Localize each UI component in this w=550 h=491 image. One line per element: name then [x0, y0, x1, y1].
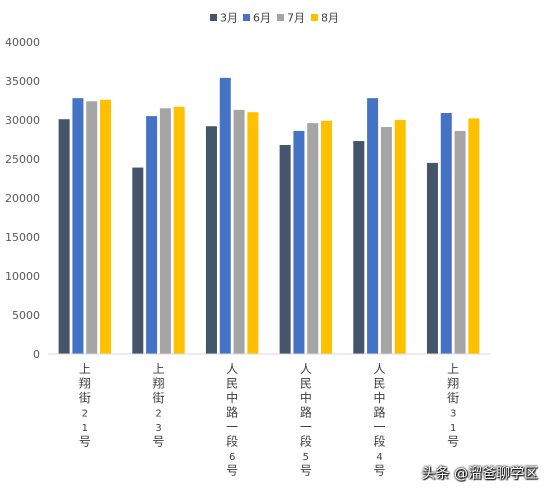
- y-tick-label: 10000: [5, 270, 40, 283]
- bar: [100, 99, 112, 354]
- y-tick-label: 15000: [5, 231, 40, 244]
- legend-label: 7月: [287, 12, 305, 25]
- bar: [426, 162, 438, 354]
- legend-label: 3月: [220, 12, 238, 25]
- bar: [173, 106, 185, 355]
- bar: [58, 119, 70, 354]
- bar: [205, 126, 217, 355]
- y-tick-label: 25000: [5, 153, 40, 166]
- bar: [353, 141, 365, 354]
- x-tick-label: 上翔街 3 1 号: [447, 362, 459, 449]
- legend-swatch: [210, 14, 217, 21]
- bar: [233, 109, 245, 354]
- y-axis: 0 5000 10000 15000 20000 25000 30000 35000 40000: [5, 36, 40, 361]
- bar: [440, 112, 452, 354]
- bar: [380, 127, 392, 355]
- bar: [146, 116, 158, 354]
- y-tick-label: 0: [33, 348, 40, 361]
- watermark: 头条 @溜爸聊学区: [421, 466, 538, 482]
- x-tick-label: 人民中路一段 4 号: [373, 362, 385, 478]
- x-tick-label: 人民中路一段 6 号: [226, 362, 238, 478]
- bar: [394, 120, 406, 354]
- y-tick-label: 20000: [5, 192, 40, 205]
- bar: [247, 112, 259, 354]
- bar: [132, 167, 144, 354]
- legend-label: 8月: [321, 12, 339, 25]
- y-tick-label: 40000: [5, 36, 40, 49]
- legend-swatch: [243, 14, 250, 21]
- bar: [86, 101, 98, 354]
- legend-swatch: [277, 14, 284, 21]
- y-tick-label: 30000: [5, 114, 40, 127]
- x-tick-label: 人民中路一段 5 号: [300, 362, 312, 478]
- bars: [58, 77, 480, 355]
- x-axis: 上翔街 2 1 号 上翔街 2 3 号 人民中路一段 6 号 人民中路一段 5 号 人民中路一段 4 号 上翔街 3…: [79, 362, 459, 478]
- legend-swatch: [311, 14, 318, 21]
- y-tick-label: 35000: [5, 75, 40, 88]
- x-tick-label: 上翔街 2 3 号: [152, 362, 164, 449]
- bar: [321, 120, 333, 354]
- bar: [468, 118, 480, 354]
- bar: [367, 98, 379, 354]
- bar: [159, 108, 171, 354]
- legend: 3月 6月 7月 8月: [210, 12, 339, 25]
- bar: [279, 144, 291, 354]
- bar: [219, 77, 231, 354]
- x-tick-label: 上翔街 2 1 号: [79, 362, 91, 449]
- bar: [72, 98, 84, 354]
- bar: [293, 130, 305, 354]
- bar: [307, 123, 319, 355]
- bar: [454, 130, 466, 354]
- legend-label: 6月: [253, 12, 271, 25]
- y-tick-label: 5000: [12, 309, 40, 322]
